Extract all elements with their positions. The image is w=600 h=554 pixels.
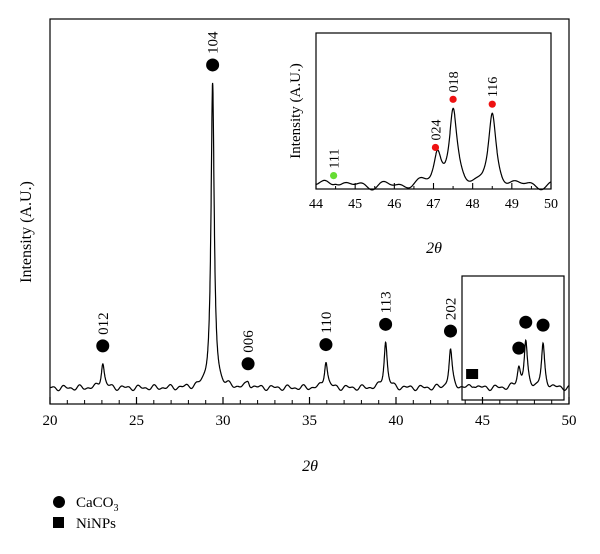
main-xrd-line (49, 82, 570, 392)
inset-peak-label: 111 (328, 149, 343, 169)
main-circle-marker (96, 339, 110, 353)
main-circle-marker (519, 315, 533, 329)
inset-x-tick-label: 45 (348, 197, 362, 212)
main-peak-label: 202 (443, 298, 459, 321)
inset-peak-label: 018 (447, 71, 462, 92)
main-circle-marker (379, 317, 393, 331)
main-x-tick-label: 30 (216, 413, 231, 429)
inset-x-tick-label: 50 (544, 197, 558, 212)
main-peak-label: 104 (206, 31, 222, 54)
inset-peak-label: 116 (486, 77, 501, 97)
inset-peak-marker (488, 100, 496, 108)
inset-peak-label: 024 (429, 119, 444, 140)
main-y-axis-title: Intensity (A.U.) (18, 181, 35, 283)
main-x-tick-label: 45 (475, 413, 490, 429)
main-circle-marker (536, 318, 550, 332)
main-x-tick-label: 20 (43, 413, 58, 429)
legend-square-marker (53, 517, 64, 528)
inset-x-ticks: 44 45 46 47 48 49 50 (309, 183, 558, 212)
zoom-region-box (461, 275, 565, 401)
main-circle-marker (443, 324, 457, 338)
main-x-tick-label: 25 (129, 413, 144, 429)
legend-label-caco3: CaCO3 (76, 495, 119, 514)
legend: CaCO3 NiNPs (53, 495, 119, 532)
inset-x-tick-label: 49 (505, 197, 519, 212)
inset-peak-marker (449, 95, 457, 103)
main-peak-annotations: 012 104 006 110 113 202 (96, 31, 550, 379)
inset-plot-frame (315, 32, 552, 190)
inset-x-tick-label: 46 (387, 197, 401, 212)
inset-x-tick-label: 48 (466, 197, 480, 212)
main-peak-label: 012 (96, 312, 112, 335)
main-peak-label: 113 (379, 291, 395, 313)
inset-peak-marker (431, 143, 440, 152)
main-x-tick-label: 40 (389, 413, 404, 429)
inset-x-tick-label: 47 (427, 197, 441, 212)
inset-x-axis-title: 2θ (426, 240, 442, 257)
main-circle-marker (206, 58, 220, 72)
inset-y-axis-title: Intensity (A.U.) (288, 63, 304, 158)
main-x-ticks: 20 25 30 35 40 45 50 (43, 397, 577, 429)
main-x-axis-title: 2θ (302, 458, 318, 475)
inset-peak-marker (330, 171, 338, 180)
legend-circle-marker (53, 496, 65, 508)
inset-x-tick-label: 44 (309, 197, 323, 212)
main-square-marker (466, 369, 479, 379)
main-peak-label: 006 (241, 330, 257, 353)
legend-label-ninps: NiNPs (76, 516, 116, 532)
main-x-tick-label: 35 (302, 413, 317, 429)
main-circle-marker (512, 341, 526, 355)
inset-peak-annotations: 111 024 018 116 (328, 71, 501, 180)
main-circle-marker (319, 338, 333, 352)
inset-xrd-line (315, 107, 552, 191)
main-peak-label: 110 (319, 312, 335, 334)
main-x-tick-label: 50 (562, 413, 577, 429)
main-circle-marker (241, 357, 255, 371)
